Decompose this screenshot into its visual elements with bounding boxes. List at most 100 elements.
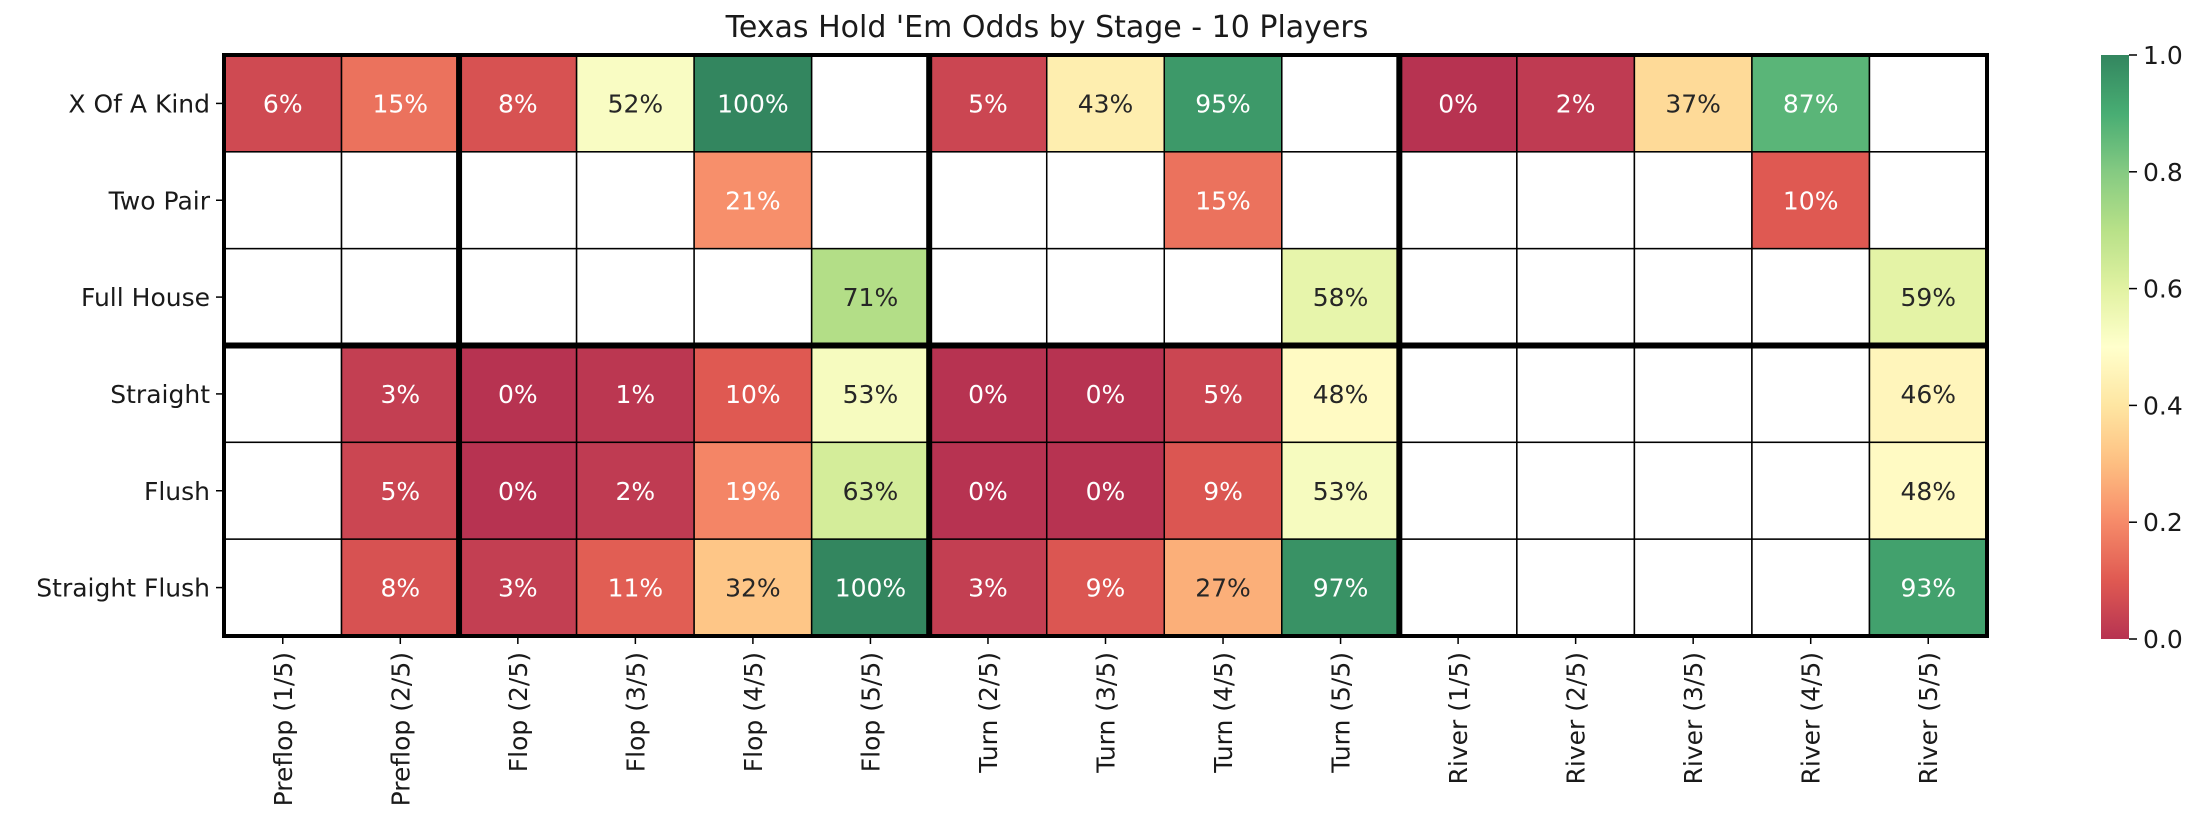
cell-value-label: 63% [843,477,899,506]
colorbar: 0.0 0.2 0.4 0.6 0.8 1.0 [2101,41,2183,654]
x-tick-label: Turn (2/5) [974,652,1003,774]
heatmap-cell [458,344,578,444]
heatmap-cell [458,538,578,637]
heatmap-cell [1398,247,1518,347]
heatmap-cell [1868,344,1988,444]
cell-value-label: 27% [1195,574,1251,603]
y-tick-label: Straight [110,380,210,409]
heatmap-cell [1751,247,1871,347]
cell-value-label: 1% [616,380,656,409]
heatmap-cell [1751,54,1871,153]
y-tick-label: Two Pair [108,186,211,215]
heatmap-cell [1281,54,1401,153]
heatmap-cell [1281,151,1401,250]
heatmap-cell [1045,247,1166,347]
x-tick-label: River (3/5) [1679,652,1708,784]
cell-value-label: 19% [725,477,781,506]
heatmap-cell [575,151,695,250]
heatmap-cell [223,441,343,540]
cell-value-label: 15% [1195,186,1251,215]
cell-value-label: 32% [725,574,781,603]
heatmap-cell [1516,441,1636,540]
heatmap-cell [1516,54,1636,153]
cell-value-label: 5% [968,89,1008,118]
heatmap-cell [810,538,930,637]
cell-value-label: 2% [616,477,656,506]
cell-value-label: 11% [608,574,664,603]
cell-value-label: 9% [1086,574,1126,603]
colorbar-tick-label: 0.0 [2143,625,2183,654]
heatmap-cell [1633,344,1753,444]
cell-value-label: 0% [968,380,1008,409]
cell-value-label: 21% [725,186,781,215]
cell-value-label: 0% [968,477,1008,506]
heatmap-cell [1516,538,1636,637]
cell-value-label: 59% [1900,283,1956,312]
heatmap-cell [1398,151,1518,250]
y-tick-label: Straight Flush [36,574,210,603]
heatmap-cell [223,344,343,444]
heatmap-cell [458,441,578,540]
heatmap-cell [340,151,460,250]
heatmap-cell [1633,247,1753,347]
cell-value-label: 9% [1203,477,1243,506]
cell-value-label: 46% [1900,380,1956,409]
heatmap-cell [340,538,460,637]
cell-value-label: 48% [1900,477,1956,506]
heatmap-cell [928,151,1048,250]
y-tick-label: Full House [81,283,210,312]
heatmap-cell [1398,538,1518,637]
cell-value-label: 37% [1665,89,1721,118]
cell-value-label: 3% [968,574,1008,603]
x-tick-label: River (4/5) [1797,652,1826,784]
heatmap-cell [223,151,343,250]
heatmap-cell [810,247,930,347]
cell-value-label: 15% [373,89,429,118]
cell-value-label: 0% [498,477,538,506]
x-tick-label: Turn (3/5) [1092,652,1121,774]
heatmap-cell [1633,151,1753,250]
heatmap-cell [1516,344,1636,444]
chart-title: Texas Hold 'Em Odds by Stage - 10 Player… [725,10,1369,45]
cell-value-label: 97% [1313,574,1369,603]
cell-value-label: 5% [1203,380,1243,409]
colorbar-tick-label: 0.8 [2143,158,2183,187]
heatmap-cell [223,247,343,347]
heatmap-cell [575,441,695,540]
y-tick-label: Flush [144,477,210,506]
heatmap-cell [810,151,930,250]
heatmap-cell [1281,344,1401,444]
cell-value-label: 0% [1086,380,1126,409]
cell-value-label: 58% [1313,283,1369,312]
heatmap-cell [458,151,578,250]
heatmap-cell [1281,441,1401,540]
x-tick-label: Flop (2/5) [504,652,533,772]
cell-value-label: 100% [717,89,788,118]
cell-value-label: 8% [498,89,538,118]
cell-value-label: 3% [498,574,538,603]
y-tick-label: X Of A Kind [68,89,210,118]
heatmap-cell [928,247,1048,347]
heatmap-cell [1751,538,1871,637]
cell-value-label: 0% [1438,89,1478,118]
x-tick-label: Turn (5/5) [1327,652,1356,774]
cell-value-label: 48% [1313,380,1369,409]
colorbar-tick-label: 0.2 [2143,508,2183,537]
heatmap-cell [340,247,460,347]
x-tick-label: Flop (3/5) [621,652,650,772]
heatmap-cell [1163,54,1283,153]
x-tick-label: Flop (5/5) [856,652,885,772]
colorbar-tick-label: 0.4 [2143,391,2183,420]
heatmap-cell [810,344,930,444]
heatmap-cell [1045,344,1166,444]
heatmap-cell [928,344,1048,444]
cell-value-label: 8% [380,574,420,603]
cell-value-label: 71% [843,283,899,312]
heatmap-cell [810,54,930,153]
heatmap-cell [458,247,578,347]
heatmap-cell [1163,441,1283,540]
cell-value-label: 43% [1078,89,1134,118]
cell-value-label: 0% [1086,477,1126,506]
heatmap-cell [1868,441,1988,540]
cell-value-label: 53% [1313,477,1369,506]
